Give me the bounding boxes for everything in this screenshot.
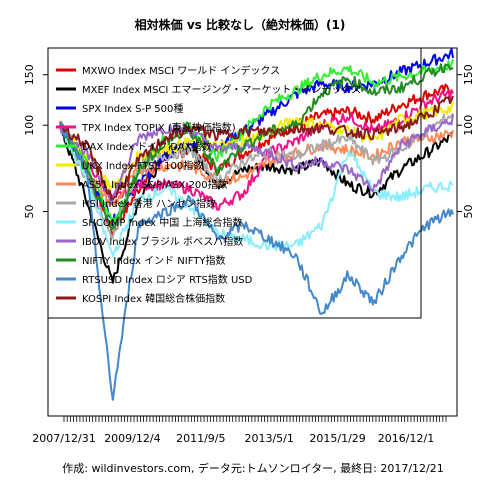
series-line <box>59 122 453 284</box>
y-tick-label: 50 <box>462 205 475 219</box>
x-tick-label: 2013/5/1 <box>244 432 293 445</box>
chart-title: 相対株価 vs 比較なし（絶対株価）(1) <box>135 17 346 32</box>
series-line <box>59 95 454 201</box>
axis-layer: 50 50 100 100 150 150 2007/12/31 2009/12/4 2011/… <box>23 64 475 445</box>
legend-item: RTSUSD Index ロシア RTS指数 USD <box>82 273 253 286</box>
x-tick-label: 2007/12/31 <box>32 432 95 445</box>
y-tick-label: 100 <box>23 115 36 136</box>
series-line <box>59 114 454 205</box>
legend-item: HSI Index 香港 ハンセン指数 <box>82 197 216 210</box>
x-tick-label: 2011/9/5 <box>176 432 225 445</box>
legend-box <box>47 47 422 319</box>
legend: MXWO Index MSCI ワールド インデックス MXEF Index MS… <box>47 47 422 319</box>
legend-item: AS51 Index S&P/ASX 200指数 <box>82 178 228 191</box>
legend-item: IBOV Index ブラジル ボベスパ指数 <box>82 235 243 248</box>
legend-item: MXWO Index MSCI ワールド インデックス <box>82 64 280 77</box>
legend-item: KOSPI Index 韓国総合株価指数 <box>82 292 225 305</box>
legend-item: SHCOMP Index 中国 上海総合指数 <box>82 216 242 229</box>
chart-footer: 作成: wildinvestors.com, データ元:トムソンロイター, 最終… <box>62 461 443 475</box>
y-tick-label: 150 <box>462 64 475 85</box>
x-tick-label: 2016/12/1 <box>378 432 434 445</box>
legend-item: MXEF Index MSCI エマージング・マーケット・インデックス <box>82 83 361 96</box>
series-line <box>59 121 454 258</box>
y-tick-label: 150 <box>23 64 36 85</box>
x-tick-label: 2009/12/4 <box>104 432 160 445</box>
series-line <box>59 89 454 211</box>
legend-item: TPX Index TOPIX (東証株価指数) <box>81 121 236 134</box>
series-layer <box>59 48 454 401</box>
series-line <box>59 121 454 401</box>
legend-item: NIFTY Index インド NIFTY指数 <box>82 254 226 267</box>
legend-item: DAX Index ドイツ DAX指数 <box>82 140 212 153</box>
series-line <box>59 63 454 232</box>
y-tick-label: 100 <box>462 115 475 136</box>
y-tick-label: 50 <box>23 205 36 219</box>
x-tick-label: 2015/1/29 <box>309 432 365 445</box>
legend-item: SPX Index S-P 500種 <box>82 102 183 115</box>
legend-item: UKX Index FTSE 100指数 <box>82 159 203 172</box>
